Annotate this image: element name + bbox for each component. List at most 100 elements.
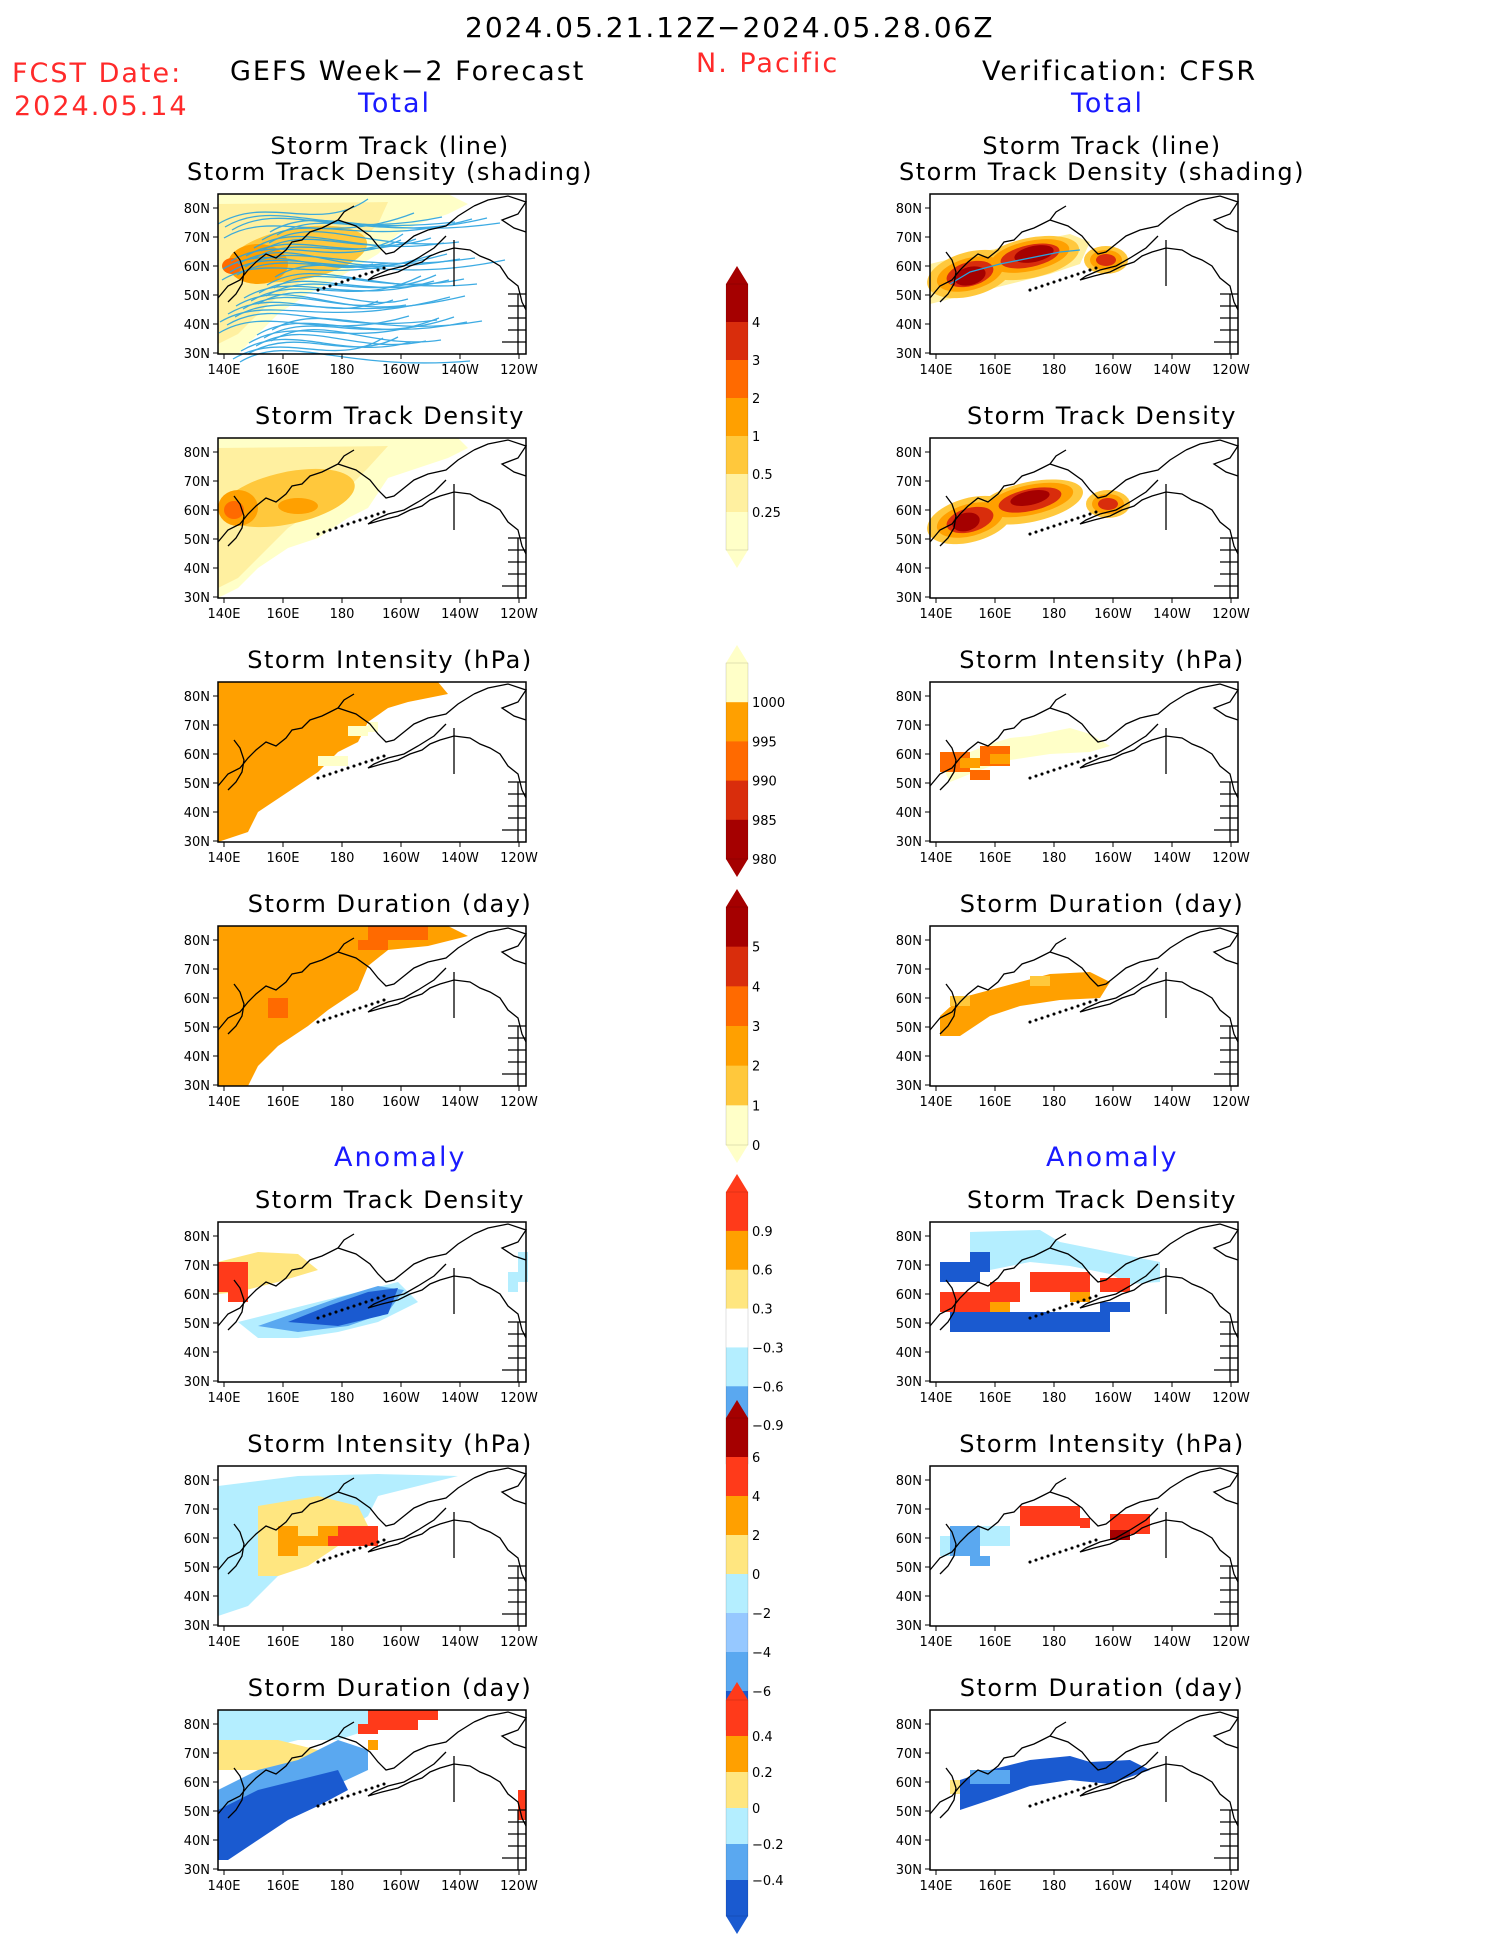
title-track-line-left: Storm Track (line) — [270, 132, 510, 160]
svg-text:30N: 30N — [184, 347, 210, 362]
svg-text:120W: 120W — [500, 1391, 538, 1406]
svg-text:180: 180 — [330, 1635, 355, 1650]
map-intensity-verification: 140E 160E 180 160W 140W 120W 80N 70N 60N 50N 40N 30… — [896, 681, 1250, 870]
map-duration-forecast: 140E 160E 180 160W 140W 120W 80N 70N 60N 50N 40N 30… — [184, 925, 538, 1114]
svg-text:120W: 120W — [1212, 607, 1250, 622]
svg-text:980: 980 — [752, 853, 777, 868]
svg-text:50N: 50N — [184, 289, 210, 304]
svg-text:40N: 40N — [896, 1590, 922, 1605]
title-duration-anom-right: Storm Duration (day) — [959, 1674, 1245, 1702]
svg-text:160W: 160W — [1094, 1879, 1132, 1894]
svg-text:30N: 30N — [184, 591, 210, 606]
title-duration-anom-left: Storm Duration (day) — [247, 1674, 533, 1702]
svg-text:80N: 80N — [896, 934, 922, 949]
map-duration-verification: 140E 160E 180 160W 140W 120W 80N 70N 60N 50N 40N 30… — [896, 925, 1250, 1114]
map-intensity-anomaly-verification: 140E 160E 180 160W 140W 120W 80N 70N 60N 50N 40N 30… — [896, 1465, 1250, 1654]
svg-text:60N: 60N — [184, 992, 210, 1007]
svg-text:120W: 120W — [500, 363, 538, 378]
svg-text:160E: 160E — [266, 1879, 299, 1894]
svg-text:50N: 50N — [896, 1317, 922, 1332]
map-track-density-verification: 140E 160E 180 160W 140W 120W 80N 70N 60N 50N 40N 30… — [896, 193, 1250, 382]
title-density-anom-right: Storm Track Density — [967, 1186, 1237, 1214]
svg-text:160E: 160E — [978, 363, 1011, 378]
anomaly-label-right: Anomaly — [1046, 1142, 1179, 1173]
svg-text:140E: 140E — [919, 1635, 952, 1650]
svg-text:140W: 140W — [441, 851, 479, 866]
svg-text:30N: 30N — [896, 835, 922, 850]
total-label-right: Total — [1071, 88, 1145, 119]
svg-text:40N: 40N — [184, 1346, 210, 1361]
svg-text:4: 4 — [752, 316, 760, 331]
svg-text:−0.2: −0.2 — [752, 1838, 784, 1853]
total-label-left: Total — [358, 88, 432, 119]
svg-text:140E: 140E — [207, 1879, 240, 1894]
svg-text:160E: 160E — [266, 851, 299, 866]
svg-text:40N: 40N — [896, 1346, 922, 1361]
svg-text:4: 4 — [752, 1490, 760, 1505]
svg-text:160E: 160E — [266, 363, 299, 378]
svg-text:160E: 160E — [266, 1635, 299, 1650]
svg-text:50N: 50N — [896, 1021, 922, 1036]
map-density-anomaly-verification: 140E 160E 180 160W 140W 120W 80N 70N 60N 50N 40N 30… — [896, 1221, 1250, 1410]
svg-text:30N: 30N — [184, 1863, 210, 1878]
svg-text:1: 1 — [752, 1099, 760, 1114]
svg-text:140E: 140E — [207, 1095, 240, 1110]
svg-text:140W: 140W — [1153, 1635, 1191, 1650]
svg-text:80N: 80N — [896, 202, 922, 217]
colorbar-duration-anomaly: 0.4 0.2 0 −0.2 −0.4 — [722, 1680, 812, 1940]
svg-text:120W: 120W — [500, 607, 538, 622]
svg-text:30N: 30N — [896, 1619, 922, 1634]
svg-text:60N: 60N — [896, 260, 922, 275]
svg-text:160E: 160E — [978, 1095, 1011, 1110]
svg-text:70N: 70N — [184, 963, 210, 978]
svg-text:40N: 40N — [184, 1590, 210, 1605]
svg-text:180: 180 — [330, 1391, 355, 1406]
svg-text:80N: 80N — [184, 690, 210, 705]
svg-text:140E: 140E — [919, 607, 952, 622]
svg-text:985: 985 — [752, 814, 777, 829]
svg-text:160E: 160E — [266, 1095, 299, 1110]
svg-text:−0.6: −0.6 — [752, 1380, 784, 1395]
svg-text:180: 180 — [330, 607, 355, 622]
anomaly-label-left: Anomaly — [334, 1142, 467, 1173]
svg-text:120W: 120W — [1212, 363, 1250, 378]
svg-text:140W: 140W — [441, 1879, 479, 1894]
svg-text:120W: 120W — [500, 851, 538, 866]
svg-text:0: 0 — [752, 1802, 760, 1817]
fcst-date-value: 2024.05.14 — [14, 91, 189, 122]
map-density-anomaly-forecast: 140E 160E 180 160W 140W 120W 80N 70N 60N 50N 40N 30… — [184, 1221, 538, 1410]
title-track-shading-left: Storm Track Density (shading) — [186, 158, 594, 186]
svg-text:30N: 30N — [184, 1375, 210, 1390]
svg-text:120W: 120W — [1212, 1879, 1250, 1894]
svg-text:2: 2 — [752, 1060, 760, 1075]
svg-text:160W: 160W — [1094, 1391, 1132, 1406]
svg-text:80N: 80N — [896, 1718, 922, 1733]
svg-text:995: 995 — [752, 735, 777, 750]
svg-text:80N: 80N — [896, 446, 922, 461]
svg-text:40N: 40N — [184, 318, 210, 333]
svg-text:160W: 160W — [1094, 607, 1132, 622]
svg-text:70N: 70N — [184, 1747, 210, 1762]
colorbar-density-total: 4 3 2 1 0.5 0.25 — [722, 264, 812, 574]
svg-text:50N: 50N — [896, 1805, 922, 1820]
svg-text:180: 180 — [330, 1879, 355, 1894]
svg-text:2: 2 — [752, 1529, 760, 1544]
svg-text:40N: 40N — [896, 562, 922, 577]
title-density-left: Storm Track Density — [255, 402, 525, 430]
svg-text:80N: 80N — [896, 1474, 922, 1489]
svg-text:6: 6 — [752, 1451, 760, 1466]
svg-text:50N: 50N — [896, 777, 922, 792]
svg-text:140W: 140W — [441, 1391, 479, 1406]
svg-text:60N: 60N — [184, 504, 210, 519]
svg-text:180: 180 — [330, 363, 355, 378]
svg-text:0: 0 — [752, 1139, 760, 1154]
svg-text:160W: 160W — [382, 1095, 420, 1110]
svg-text:40N: 40N — [184, 1834, 210, 1849]
svg-text:60N: 60N — [896, 748, 922, 763]
svg-text:60N: 60N — [896, 1776, 922, 1791]
svg-text:60N: 60N — [184, 748, 210, 763]
svg-text:50N: 50N — [184, 777, 210, 792]
map-track-density-forecast: 140E 160E 180 160W 140W 120W 80N 70N 60N 50N 40N 30… — [184, 193, 538, 382]
svg-text:180: 180 — [1042, 1635, 1067, 1650]
svg-text:70N: 70N — [896, 231, 922, 246]
